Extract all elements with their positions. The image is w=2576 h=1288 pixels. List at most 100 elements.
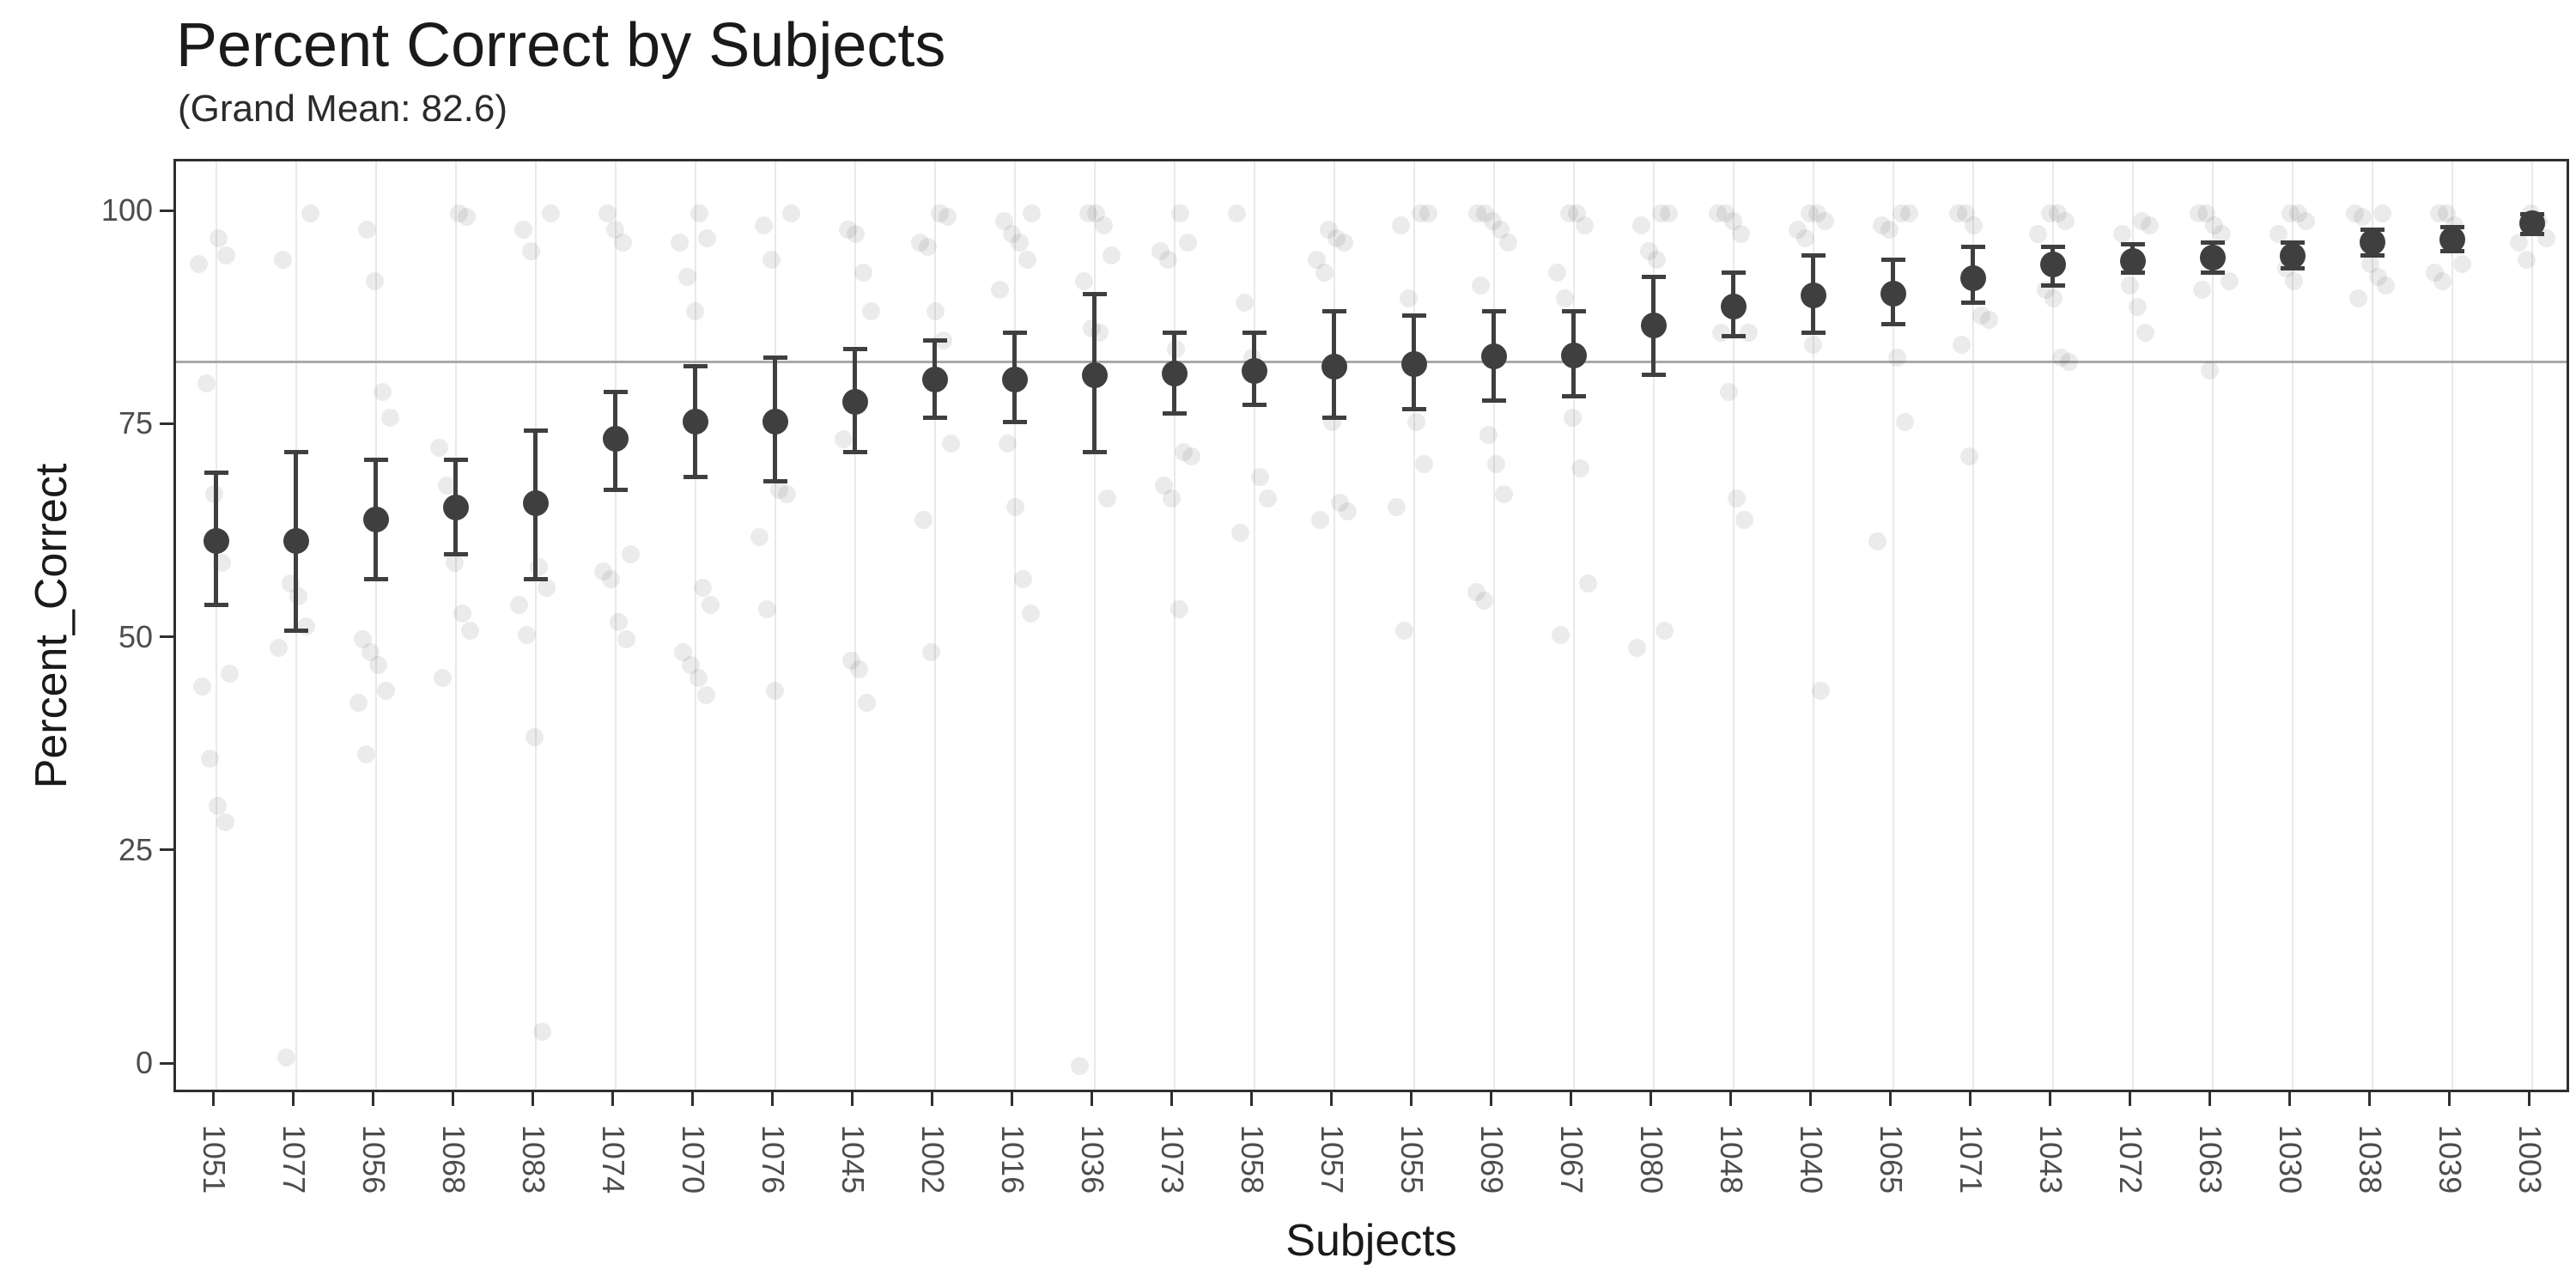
jitter-point (434, 668, 452, 687)
jitter-point (1640, 242, 1658, 261)
jitter-point (1022, 605, 1040, 623)
x-tick-mark (2448, 1092, 2451, 1106)
jitter-point (1724, 212, 1742, 231)
jitter-point (1953, 336, 1971, 355)
error-bar-cap-bottom (1082, 449, 1107, 454)
jitter-point (862, 301, 880, 320)
error-bar-cap-top (363, 458, 388, 463)
x-tick-label: 1016 (994, 1125, 1030, 1194)
error-bar-cap-bottom (1561, 393, 1586, 398)
x-tick-mark (1250, 1092, 1253, 1106)
jitter-point (1075, 271, 1093, 290)
error-bar-cap-top (1721, 270, 1746, 275)
x-tick-label: 1068 (435, 1125, 471, 1194)
grand-mean-line (176, 360, 2567, 363)
jitter-point (430, 438, 448, 457)
gridline (374, 161, 377, 1090)
mean-point (2359, 228, 2385, 255)
jitter-point (617, 630, 635, 648)
jitter-point (755, 216, 773, 235)
y-tick-mark (160, 422, 173, 425)
jitter-point (1728, 489, 1746, 508)
error-bar-cap-top (1960, 245, 1985, 250)
jitter-point (678, 267, 696, 286)
jitter-point (361, 642, 380, 661)
mean-point (2119, 247, 2146, 274)
error-bar-cap-top (1321, 308, 1346, 313)
jitter-point (1487, 455, 1505, 474)
jitter-point (2049, 204, 2067, 222)
jitter-point (854, 264, 872, 282)
jitter-point (602, 570, 620, 589)
gridline (694, 161, 696, 1090)
jitter-point (1170, 600, 1188, 619)
gridline (1971, 161, 1974, 1090)
jitter-point (1236, 293, 1254, 312)
error-bar-cap-bottom (283, 629, 308, 634)
error-bar-cap-top (842, 347, 867, 352)
jitter-point (1003, 225, 1021, 244)
x-tick-label: 1083 (515, 1125, 551, 1194)
mean-point (2039, 251, 2066, 277)
jitter-point (2289, 204, 2307, 222)
jitter-point (2041, 204, 2059, 222)
error-bar-cap-bottom (1880, 321, 1905, 326)
jitter-point (2193, 280, 2211, 299)
x-tick-label: 1074 (595, 1125, 631, 1194)
error-bar-cap-top (1002, 330, 1027, 335)
jitter-point (2453, 255, 2471, 274)
jitter-point (1873, 216, 1891, 235)
chart-subtitle: (Grand Mean: 82.6) (178, 88, 507, 130)
error-bar-cap-top (683, 364, 708, 369)
jitter-point (1888, 349, 1906, 368)
x-tick-mark (2208, 1092, 2211, 1106)
jitter-point (2221, 271, 2239, 290)
jitter-point (1652, 204, 1670, 222)
error-bar-cap-bottom (922, 415, 947, 420)
jitter-point (2052, 349, 2070, 368)
mean-point (762, 409, 788, 435)
jitter-point (686, 301, 704, 320)
mean-point (1400, 350, 1427, 377)
jitter-point (2136, 323, 2154, 342)
jitter-point (991, 280, 1009, 299)
x-tick-label: 1038 (2352, 1125, 2388, 1194)
error-bar-cap-top (1561, 308, 1586, 313)
error-bar-cap-top (1401, 313, 1426, 318)
mean-point (1560, 342, 1587, 368)
jitter-point (1495, 485, 1513, 504)
jitter-point (2510, 234, 2528, 252)
x-tick-label: 1076 (755, 1125, 791, 1194)
x-tick-mark (1490, 1092, 1492, 1106)
jitter-point (1308, 251, 1326, 270)
jitter-point (1468, 204, 1486, 222)
error-bar-cap-bottom (1162, 410, 1187, 416)
x-tick-label: 1065 (1873, 1125, 1909, 1194)
jitter-point (1896, 412, 1914, 431)
x-tick-label: 1080 (1633, 1125, 1669, 1194)
mean-point (1241, 357, 1267, 384)
jitter-point (458, 208, 476, 227)
x-tick-mark (2049, 1092, 2051, 1106)
jitter-point (349, 694, 368, 713)
jitter-point (216, 813, 234, 832)
jitter-point (1548, 264, 1566, 282)
jitter-point (377, 681, 395, 700)
jitter-point (1095, 216, 1113, 235)
x-tick-mark (2288, 1092, 2291, 1106)
mean-point (2199, 244, 2226, 270)
x-tick-mark (1809, 1092, 1812, 1106)
jitter-point (1006, 498, 1024, 517)
error-bar-cap-bottom (2360, 253, 2385, 258)
jitter-point (1259, 489, 1277, 508)
gridline (2530, 161, 2533, 1090)
jitter-point (1949, 204, 1967, 222)
jitter-point (1412, 204, 1430, 222)
jitter-point (674, 642, 692, 661)
jitter-point (594, 562, 612, 580)
jitter-point (1400, 289, 1418, 307)
jitter-point (190, 255, 208, 274)
jitter-point (2297, 212, 2315, 231)
jitter-point (1231, 523, 1249, 542)
jitter-point (1472, 276, 1490, 295)
